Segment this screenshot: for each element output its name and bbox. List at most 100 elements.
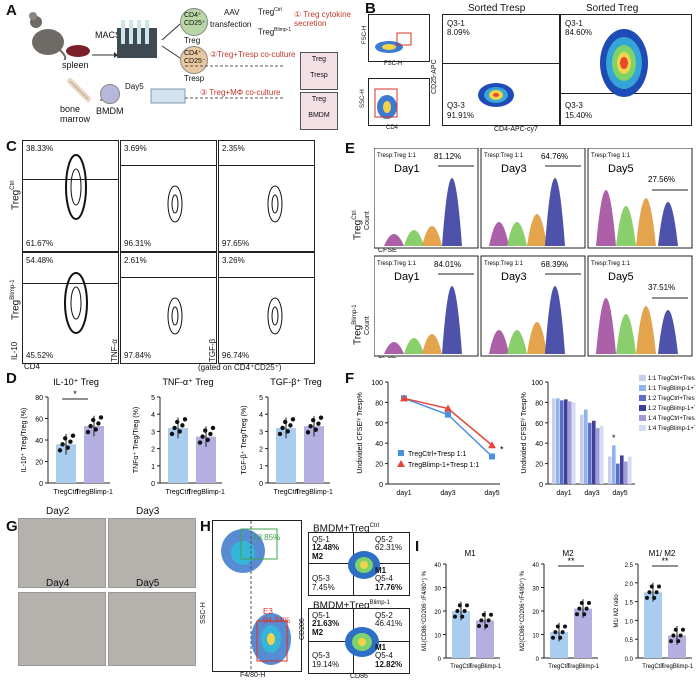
i-bar-2-0 xyxy=(644,592,662,658)
d-ticklabel-2: 1 xyxy=(259,464,263,471)
i-point-0-1 xyxy=(479,618,484,623)
i-point-2-1 xyxy=(673,627,678,632)
i-ticklabel-1: 10 xyxy=(532,634,539,640)
d-point-2-0 xyxy=(290,417,296,422)
f-bar-legend-1: 1:1 TregBlimp-1+Tresp xyxy=(648,386,695,392)
d-point-0-0 xyxy=(60,442,65,447)
d-point-2-1 xyxy=(316,421,321,426)
d-point-0-0 xyxy=(63,436,68,441)
f-line-marker-1 xyxy=(444,404,452,412)
i-point-1-0 xyxy=(553,630,558,635)
d-point-1-1 xyxy=(208,431,213,437)
d-bar-2-1 xyxy=(304,426,324,483)
c-ylab-tnf: TNF-α xyxy=(110,339,119,362)
b-treg-plot: Q3-1 84.60% Q3-3 15.40% xyxy=(560,14,692,126)
bone-icon xyxy=(67,78,91,102)
d-point-2-1 xyxy=(318,415,324,420)
f-bar-star: * xyxy=(612,433,616,443)
e-peak-1-2-0 xyxy=(596,298,616,354)
g-micro-day3 xyxy=(108,518,196,588)
d-point-1-1 xyxy=(205,437,210,443)
f-line-xlabel: day3 xyxy=(440,490,455,497)
g-micro-day5 xyxy=(108,592,196,666)
d-xlabel-0-0: TregCtrl xyxy=(53,489,78,496)
bmdm-label: BMDM xyxy=(96,106,124,116)
d-ticklabel-2: 4 xyxy=(259,412,263,419)
h-f480-label: F4/80-H xyxy=(240,672,266,679)
i-ylabel-1: M2(CD86⁺CD206⁺/F4/80⁺) % xyxy=(519,570,526,651)
e-day-0-1: Day3 xyxy=(501,163,527,175)
d-bar-1-1 xyxy=(196,436,216,483)
f-bar-legend-5: 1:4 TregBlimp-1+Tresp xyxy=(648,426,695,432)
tresp-cell-marker: CD4⁺ CD25⁻ xyxy=(184,50,206,65)
panel-label-e: E xyxy=(345,140,356,157)
i-point-2-1 xyxy=(678,633,683,638)
i-ticklabel-0: 40 xyxy=(434,563,441,569)
d-ticklabel-1: 5 xyxy=(151,395,155,402)
e-peak-1-1-2 xyxy=(527,322,547,354)
c-row1-label: TregCtrl xyxy=(10,180,22,210)
e-hist-box-1-0 xyxy=(374,255,479,357)
i-point-1-1 xyxy=(584,606,589,611)
f-bar-2-3 xyxy=(620,455,624,484)
e-peak-0-1-2 xyxy=(527,214,547,246)
f-bar-1-0 xyxy=(580,414,584,484)
i-ticklabel-2: 1.5 xyxy=(625,601,634,607)
b-fsc-label: FSC-H xyxy=(384,61,403,67)
i-bar-0-0 xyxy=(452,611,470,658)
e-peak-0-2-1 xyxy=(616,206,636,246)
i-point-1-0 xyxy=(558,635,563,640)
d-point-2-0 xyxy=(283,419,288,425)
f-bar-xlabel: day5 xyxy=(612,490,627,497)
d-point-1-0 xyxy=(175,419,180,425)
e-peak-1-2-3 xyxy=(658,310,678,354)
i-point-2-0 xyxy=(657,584,661,589)
d-point-1-0 xyxy=(182,417,188,422)
b-tresp-plot: Q3-1 8.09% Q3-3 91.91% xyxy=(442,14,560,126)
i-xlabel-2-0: TregCtrl xyxy=(642,664,663,670)
i-xlabel-1-0: TregCtrl xyxy=(548,664,569,670)
d-sig-star: * xyxy=(73,389,77,399)
i-point-1-0 xyxy=(555,624,560,629)
d-ticklabel-1: 1 xyxy=(151,464,155,471)
i-ticklabel-0: 0 xyxy=(438,657,442,663)
e-peak-1-0-0 xyxy=(384,342,404,354)
i-point-2-1 xyxy=(676,639,681,644)
coculture-tube-tresp: Treg Tresp xyxy=(300,52,338,90)
f-bar-1-5 xyxy=(600,425,604,484)
f-bar-ticklabel: 100 xyxy=(531,380,543,387)
d-ticklabel-2: 2 xyxy=(259,447,263,454)
i-ticklabel-0: 20 xyxy=(434,610,441,616)
i-point-0-0 xyxy=(453,614,457,619)
e-peak-1-1-3 xyxy=(545,286,565,354)
d-point-2-0 xyxy=(280,425,285,431)
g-label-day3: Day3 xyxy=(136,506,160,517)
i-point-2-0 xyxy=(654,590,659,595)
h-gating-plot: 18.85% E3 94.74% xyxy=(212,520,302,672)
d-point-2-0 xyxy=(277,431,283,437)
i-point-0-0 xyxy=(460,614,465,619)
step-dashed-lines xyxy=(185,65,285,99)
i-xlabel-0-0: TregCtrl xyxy=(450,664,471,670)
i-point-0-0 xyxy=(455,609,460,613)
d-ticklabel-2: 3 xyxy=(259,429,263,436)
step2-label: ②Treg+Tresp co-culture xyxy=(210,50,296,59)
h-plot-ctrl: Q5-1 12.48% M2 Q5-2 62.31% M1 Q5-4 17.76… xyxy=(308,532,410,596)
macs-column-icon xyxy=(117,20,157,58)
spleen-label: spleen xyxy=(62,60,89,70)
f-bar-ylabel: Undivided CFSEʰⁱ Tresp% xyxy=(520,392,528,473)
g-micro-day2 xyxy=(18,518,106,588)
treg-cell-icon xyxy=(180,8,208,36)
i-ylabel-0: M1(CD86⁺CD206⁻/F4/80⁺) % xyxy=(421,570,428,651)
f-bar-0-2 xyxy=(560,400,564,484)
i-ticklabel-0: 10 xyxy=(434,634,441,640)
d-bar-1-0 xyxy=(168,427,188,483)
e-cfse-label-1: CFSE xyxy=(378,247,397,254)
i-bar-0-1 xyxy=(476,620,494,658)
b-title-tresp: Sorted Tresp xyxy=(468,3,526,14)
i-title-0: M1 xyxy=(464,549,476,558)
e-peak-0-2-2 xyxy=(636,198,656,246)
h-ssc-label: SSC-H xyxy=(200,602,207,624)
f-line-xlabel: day1 xyxy=(396,490,411,497)
b-cd4-label: CD4 xyxy=(386,125,399,131)
